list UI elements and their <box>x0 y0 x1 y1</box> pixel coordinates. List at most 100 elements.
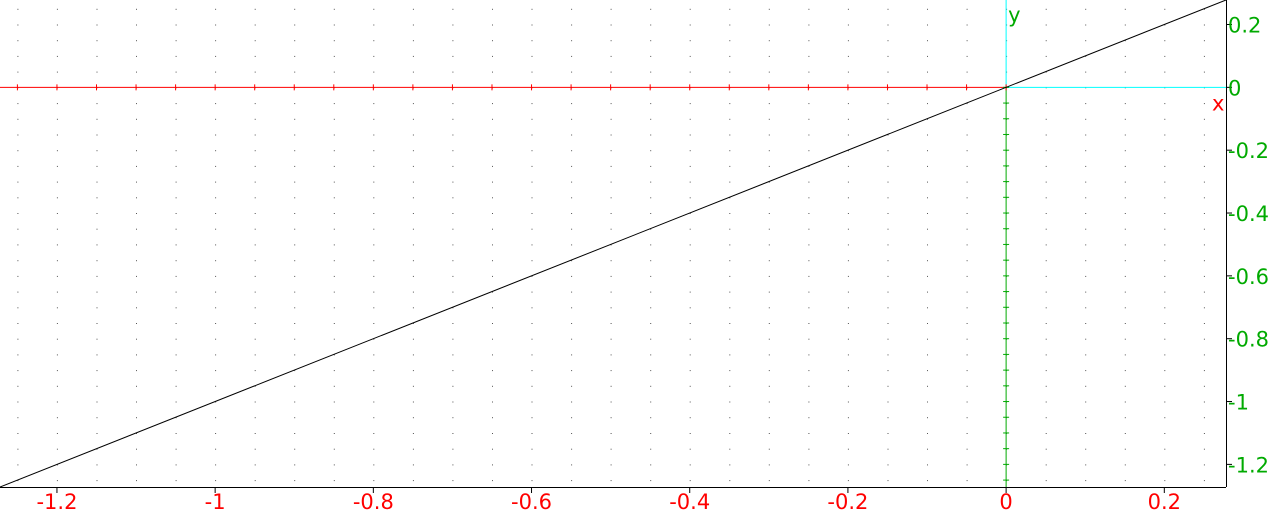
grid-dot <box>175 213 177 214</box>
grid-dot <box>571 213 573 214</box>
grid-dot <box>729 213 731 214</box>
grid-dot <box>768 134 770 136</box>
grid-dot <box>492 464 493 466</box>
grid-dot <box>1124 464 1126 466</box>
grid-dot <box>412 464 414 466</box>
grid-dot <box>254 24 256 26</box>
grid-dot <box>333 291 335 293</box>
grid-dot <box>966 103 968 105</box>
grid-dot <box>492 103 493 105</box>
grid-dot <box>1164 197 1166 199</box>
grid-dot <box>412 275 414 277</box>
grid-dot <box>610 8 612 10</box>
grid-dot <box>1045 354 1047 356</box>
grid-dot <box>1085 71 1087 73</box>
grid-dot <box>531 228 533 230</box>
grid-dot <box>1124 71 1126 73</box>
grid-dot <box>1164 354 1166 356</box>
grid-dot <box>1164 8 1166 10</box>
grid-dot <box>847 370 849 372</box>
grid-dot <box>768 370 770 372</box>
grid-dot <box>136 385 137 387</box>
grid-dot <box>966 417 968 419</box>
grid-dot <box>333 134 335 136</box>
grid-dot <box>650 464 652 466</box>
grid-dot <box>847 40 849 42</box>
grid-dot <box>847 150 849 152</box>
grid-dot <box>689 401 691 403</box>
grid-dot <box>136 433 137 434</box>
grid-dot <box>215 448 217 450</box>
grid-dot <box>373 197 375 199</box>
grid-dot <box>1045 228 1047 230</box>
grid-dot <box>17 181 19 183</box>
grid-dot <box>768 228 770 230</box>
grid-dot <box>531 213 533 214</box>
grid-dot <box>492 385 493 387</box>
grid-dot <box>1164 181 1166 183</box>
grid-dot <box>254 433 256 434</box>
grid-dot <box>17 165 19 167</box>
grid-dot <box>492 118 493 120</box>
grid-dot <box>650 197 652 199</box>
grid-dot <box>808 40 810 42</box>
grid-dot <box>927 291 928 293</box>
grid-dot <box>1203 244 1205 246</box>
grid-dot <box>452 275 454 277</box>
grid-dot <box>294 71 296 73</box>
grid-dot <box>175 181 177 183</box>
grid-dot <box>571 260 573 262</box>
grid-dot <box>1085 40 1087 42</box>
grid-dot <box>175 118 177 120</box>
grid-dot <box>492 228 493 230</box>
x-axis-label: x <box>1212 91 1224 115</box>
grid-dot <box>847 338 849 340</box>
grid-dot <box>373 323 375 324</box>
grid-dot <box>175 197 177 199</box>
grid-dot <box>927 181 928 183</box>
grid-dot <box>215 165 217 167</box>
grid-dot <box>1124 150 1126 152</box>
grid-dot <box>966 181 968 183</box>
series-line <box>0 0 1227 488</box>
grid-dot <box>1045 134 1047 136</box>
grid-dot <box>452 8 454 10</box>
grid-dot <box>729 40 731 42</box>
grid-dot <box>531 55 533 57</box>
grid-dot <box>1124 165 1126 167</box>
grid-dot <box>254 150 256 152</box>
grid-dot <box>96 448 98 450</box>
grid-dot <box>1124 291 1126 293</box>
grid-dot <box>1203 307 1205 309</box>
grid-dot <box>254 448 256 450</box>
grid-dot <box>610 354 612 356</box>
grid-dot <box>1164 24 1166 26</box>
grid-dot <box>729 370 731 372</box>
grid-dot <box>1164 260 1166 262</box>
grid-dot <box>1203 448 1205 450</box>
grid-dot <box>729 275 731 277</box>
grid-dot <box>56 165 58 167</box>
grid-dot <box>650 323 652 324</box>
grid-dot <box>808 213 810 214</box>
grid-dot <box>650 448 652 450</box>
grid-dot <box>56 480 58 482</box>
grid-dot <box>492 307 493 309</box>
y-tick-label: 0 <box>1228 76 1241 100</box>
grid-dot <box>17 40 19 42</box>
grid-dot <box>294 181 296 183</box>
grid-dot <box>1124 118 1126 120</box>
grid-dot <box>492 260 493 262</box>
grid-dot <box>847 8 849 10</box>
grid-dot <box>294 417 296 419</box>
grid-dot <box>1124 323 1126 324</box>
grid-dot <box>254 370 256 372</box>
grid-dot <box>294 213 296 214</box>
grid-dot <box>650 417 652 419</box>
grid-dot <box>927 118 928 120</box>
grid-dot <box>56 197 58 199</box>
grid-dot <box>17 244 19 246</box>
grid-dot <box>689 275 691 277</box>
grid-dot <box>333 150 335 152</box>
grid-dot <box>1085 55 1087 57</box>
